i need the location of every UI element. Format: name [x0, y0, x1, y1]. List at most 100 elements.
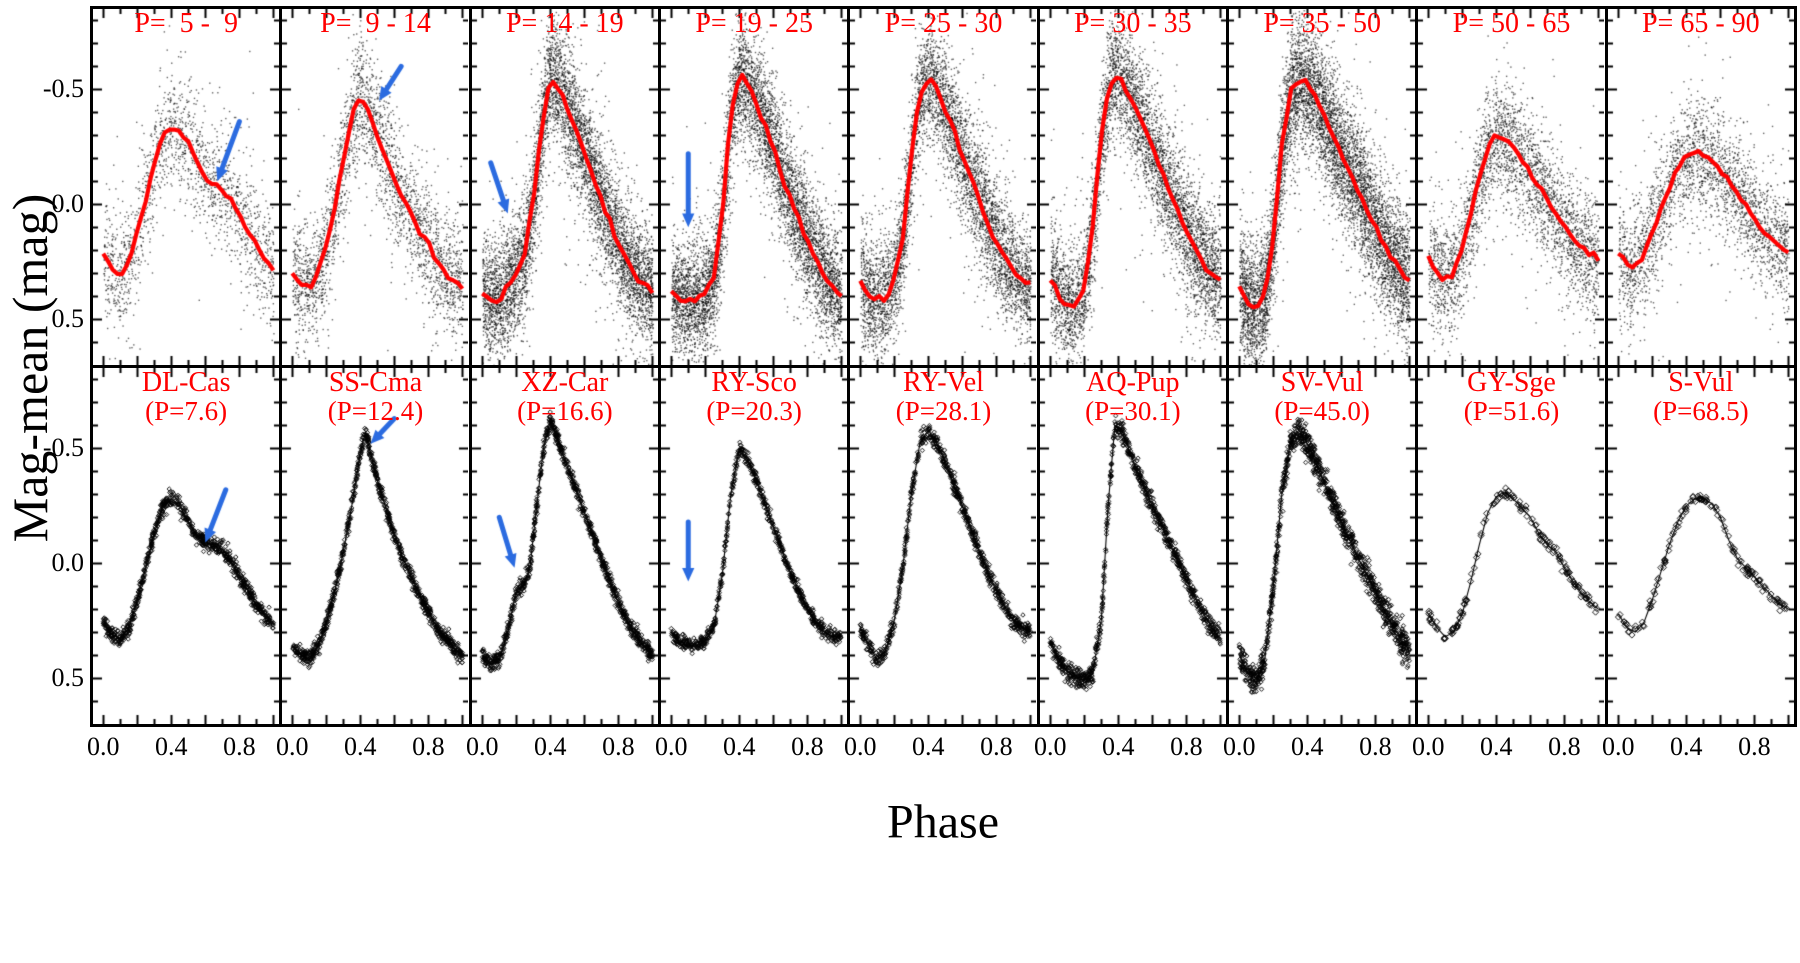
x-tick-label: 0.4	[155, 732, 188, 761]
y-tick-label: 0.0	[51, 548, 85, 578]
panel-bottom-6: SV-Vul (P=45.0)	[1228, 368, 1416, 724]
x-tick-label: 0.8	[1359, 732, 1392, 761]
x-tick-label: 0.4	[1670, 732, 1703, 761]
star-period: (P=12.4)	[327, 395, 424, 426]
y-tick-label: 0.5	[51, 304, 85, 334]
x-tick-label: 0.4	[1480, 732, 1513, 761]
x-tick-label: 0.0	[1033, 732, 1067, 761]
light-curve-canvas	[850, 368, 1037, 724]
star-name: SV-Vul	[1280, 368, 1364, 398]
star-name: AQ-Pup	[1086, 368, 1180, 398]
star-period: (P=30.1)	[1085, 395, 1181, 426]
panel-top-3: P= 19 - 25	[660, 9, 848, 365]
panel-title-star: DL-Cas (P=7.6)	[93, 368, 279, 426]
x-axis-label: Phase	[887, 795, 999, 849]
panel-top-2: P= 14 - 19	[471, 9, 658, 365]
panel-bottom-7: GY-Sge (P=51.6)	[1418, 368, 1605, 724]
light-curve-canvas	[1228, 368, 1415, 724]
star-name: RY-Sco	[711, 368, 797, 398]
panel-title-period-bin: P= 50 - 65	[1452, 9, 1571, 39]
x-tick-label: 0.0	[1601, 732, 1635, 761]
panel-bottom-4: RY-Vel (P=28.1)	[850, 368, 1037, 724]
panel-bottom-5: AQ-Pup (P=30.1)	[1039, 368, 1226, 724]
star-period: (P=28.1)	[895, 395, 992, 426]
light-curve-canvas	[1607, 368, 1794, 724]
panel-title-star: SS-Cma (P=12.4)	[282, 368, 468, 426]
light-curve-canvas	[850, 9, 1037, 365]
panel-title-star: RY-Vel (P=28.1)	[850, 368, 1036, 426]
panel-top-6: P= 35 - 50	[1228, 9, 1416, 365]
panel-title-period-bin: P= 30 - 35	[1073, 9, 1192, 39]
star-name: RY-Vel	[903, 368, 984, 398]
panel-grid: P= 5 - 9 P= 9 - 14 P= 14 - 19 P= 19 - 25 P= …	[90, 6, 1797, 727]
star-name: GY-Sge	[1467, 368, 1556, 398]
star-period: (P=7.6)	[145, 395, 228, 426]
light-curve-canvas	[1039, 368, 1226, 724]
panel-title-period-bin: P= 65 - 90	[1641, 9, 1760, 39]
panel-title-period-bin: P= 14 - 19	[505, 9, 624, 39]
light-curve-canvas	[1039, 9, 1226, 365]
x-tick-label: 0.8	[1170, 732, 1203, 761]
panel-bottom-3: RY-Sco (P=20.3)	[660, 368, 848, 724]
light-curve-canvas	[660, 9, 847, 365]
x-tick-label: 0.0	[1411, 732, 1445, 761]
panel-top-1: P= 9 - 14	[282, 9, 469, 365]
x-tick-label: 0.4	[1291, 732, 1324, 761]
panel-title-period-bin: P= 5 - 9	[134, 9, 238, 39]
y-tick-label: 0.5	[51, 663, 85, 693]
light-curve-canvas	[1418, 9, 1605, 365]
star-name: XZ-Car	[521, 368, 609, 398]
light-curve-canvas	[471, 9, 658, 365]
x-tick-label: 0.0	[1222, 732, 1256, 761]
light-curve-canvas	[1228, 9, 1415, 365]
x-tick-label: 0.8	[412, 732, 445, 761]
x-tick-label: 0.4	[912, 732, 945, 761]
panel-bottom-8: S-Vul (P=68.5)	[1607, 368, 1794, 724]
panel-title-star: RY-Sco (P=20.3)	[661, 368, 847, 426]
panel-title-star: XZ-Car (P=16.6)	[472, 368, 658, 426]
x-tick-label: 0.8	[223, 732, 256, 761]
panel-title-star: S-Vul (P=68.5)	[1608, 368, 1794, 426]
panel-bottom-1: SS-Cma (P=12.4)	[282, 368, 469, 724]
panel-title-star: AQ-Pup (P=30.1)	[1040, 368, 1226, 426]
light-curve-canvas	[1607, 9, 1794, 365]
star-period: (P=45.0)	[1274, 395, 1370, 426]
star-name: S-Vul	[1668, 368, 1734, 398]
panel-title-period-bin: P= 35 - 50	[1263, 9, 1381, 39]
star-period: (P=51.6)	[1463, 395, 1560, 426]
x-tick-label: 0.0	[465, 732, 499, 761]
panel-bottom-0: DL-Cas (P=7.6)	[93, 368, 280, 724]
light-curve-canvas	[93, 368, 279, 724]
light-curve-canvas	[1418, 368, 1605, 724]
x-tick-label: 0.8	[791, 732, 824, 761]
x-tick-label: 0.0	[654, 732, 688, 761]
star-period: (P=68.5)	[1653, 395, 1749, 426]
panel-title-period-bin: P= 9 - 14	[320, 9, 431, 39]
star-name: SS-Cma	[328, 368, 423, 398]
y-tick-label: -0.5	[42, 433, 84, 463]
x-tick-label: 0.8	[602, 732, 635, 761]
x-tick-label: 0.4	[534, 732, 567, 761]
x-tick-label: 0.4	[723, 732, 756, 761]
light-curve-canvas	[93, 9, 279, 365]
panel-top-0: P= 5 - 9	[93, 9, 280, 365]
y-tick-label: 0.0	[51, 189, 85, 219]
x-tick-label: 0.0	[86, 732, 120, 761]
panel-title-period-bin: P= 25 - 30	[884, 9, 1003, 39]
star-name: DL-Cas	[141, 368, 231, 398]
panel-top-4: P= 25 - 30	[850, 9, 1037, 365]
x-tick-label: 0.4	[1102, 732, 1135, 761]
star-period: (P=16.6)	[517, 395, 613, 426]
x-tick-label: 0.8	[980, 732, 1013, 761]
panel-top-8: P= 65 - 90	[1607, 9, 1794, 365]
light-curve-canvas	[282, 368, 469, 724]
panel-title-star: GY-Sge (P=51.6)	[1418, 368, 1604, 426]
panel-top-7: P= 50 - 65	[1418, 9, 1605, 365]
x-tick-label: 0.8	[1548, 732, 1581, 761]
star-period: (P=20.3)	[706, 395, 802, 426]
x-tick-label: 0.8	[1738, 732, 1771, 761]
light-curve-canvas	[660, 368, 847, 724]
panel-title-star: SV-Vul (P=45.0)	[1229, 368, 1415, 426]
panel-top-5: P= 30 - 35	[1039, 9, 1226, 365]
x-tick-label: 0.0	[843, 732, 877, 761]
